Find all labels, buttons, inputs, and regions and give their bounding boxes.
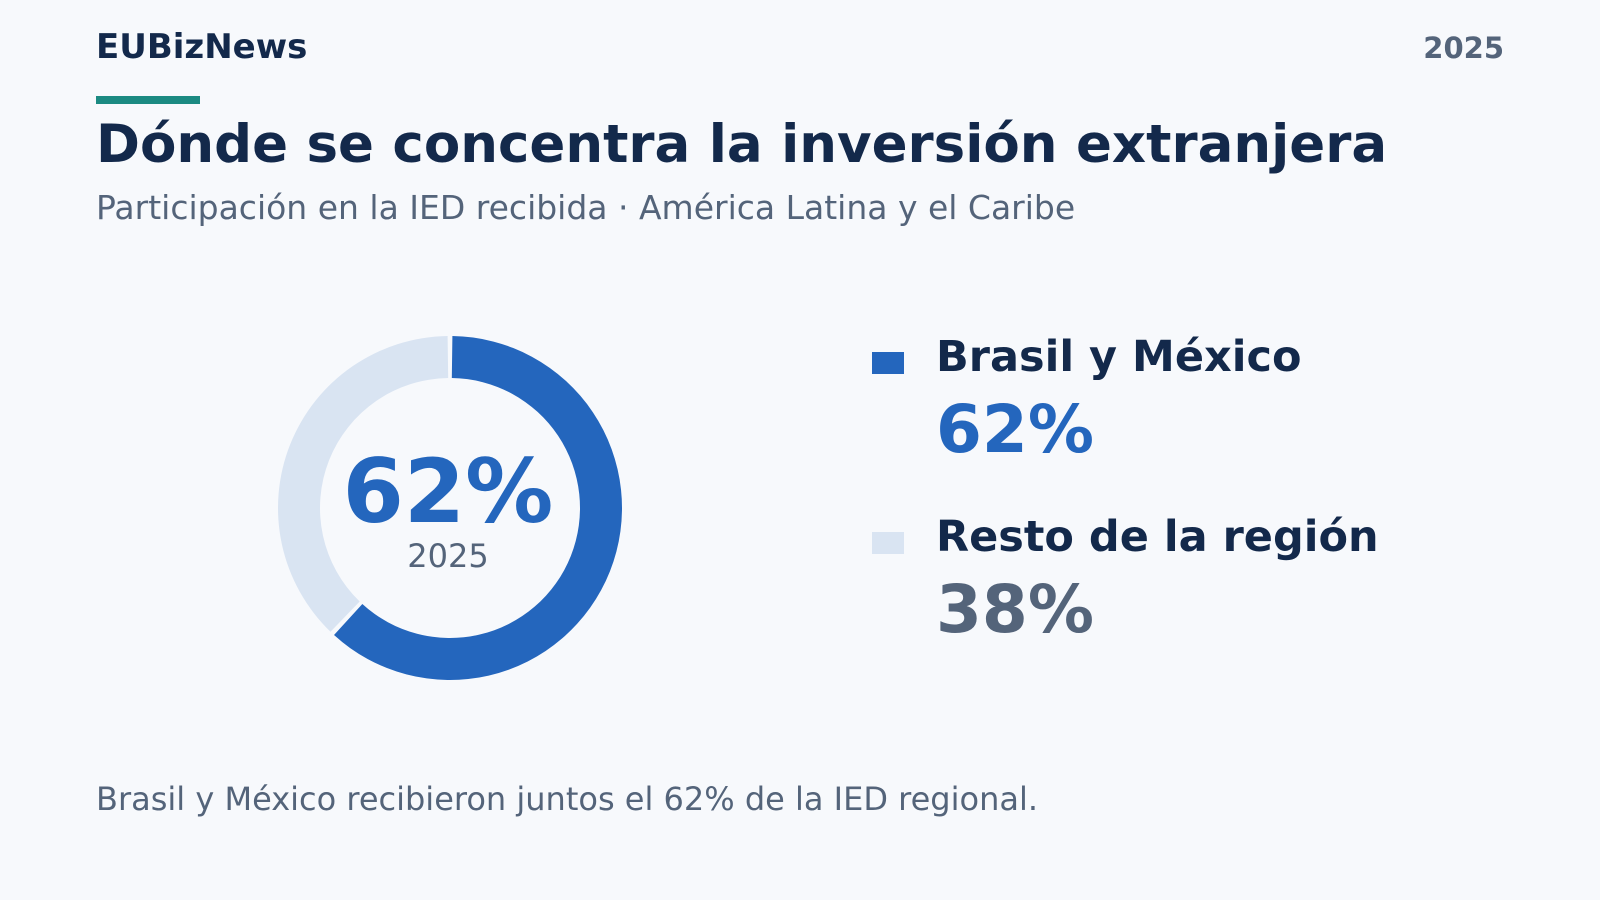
legend-label-resto-region: Resto de la región	[936, 512, 1379, 562]
legend-value-brasil-mexico: 62%	[936, 391, 1094, 468]
accent-bar	[96, 96, 200, 104]
legend-value-resto-region: 38%	[936, 571, 1094, 648]
chart-subtitle: Participación en la IED recibida · Améri…	[96, 188, 1076, 227]
donut-center-value: 62%	[342, 440, 554, 543]
header-year: 2025	[1423, 31, 1504, 65]
donut-center-year: 2025	[407, 537, 489, 575]
donut-slice-resto-region	[278, 336, 449, 632]
donut-chart	[278, 336, 622, 680]
legend-label-brasil-mexico: Brasil y México	[936, 332, 1302, 382]
brand-logo-text: EUBizNews	[96, 27, 308, 67]
footnote: Brasil y México recibieron juntos el 62%…	[96, 780, 1039, 818]
legend-swatch-resto-region	[872, 532, 904, 554]
donut-slice-brasil-mexico	[334, 336, 622, 680]
legend-swatch-brasil-mexico	[872, 352, 904, 374]
chart-title: Dónde se concentra la inversión extranje…	[96, 114, 1388, 175]
